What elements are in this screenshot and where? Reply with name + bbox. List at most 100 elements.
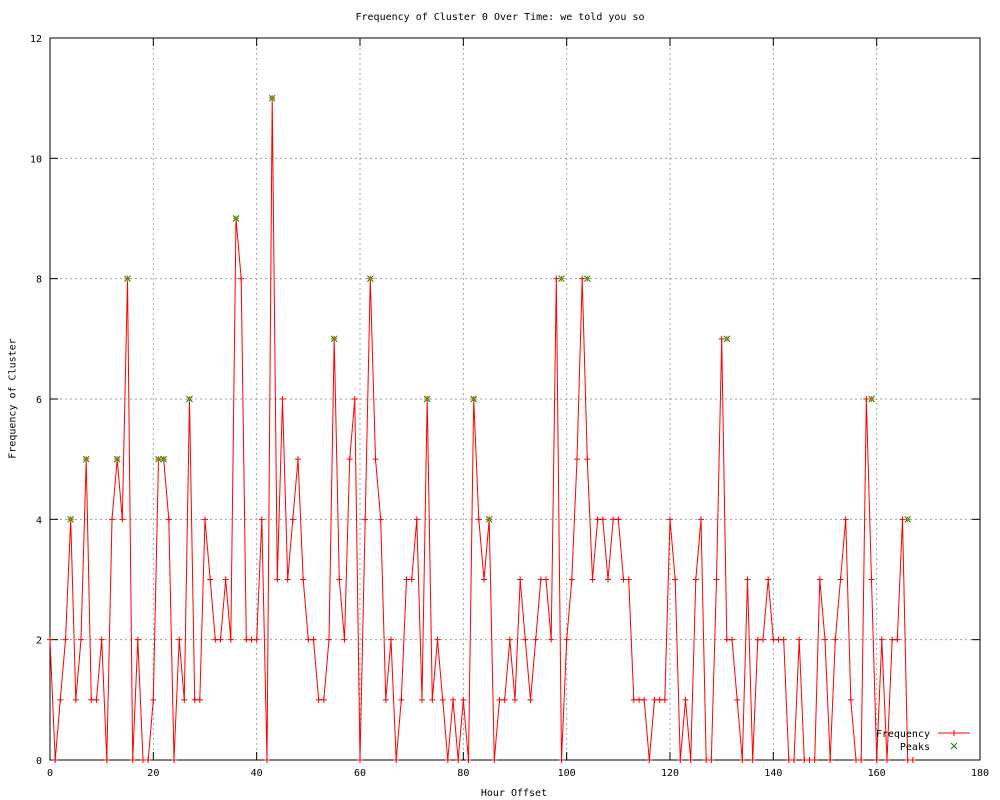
frequency-point (625, 576, 632, 583)
y-tick-label: 2 (36, 636, 42, 647)
frequency-point (630, 696, 637, 703)
peak-point-overlay (868, 396, 875, 402)
peak-point-overlay (114, 456, 121, 463)
frequency-point (884, 757, 890, 763)
frequency-point (506, 636, 513, 643)
frequency-point (785, 757, 792, 763)
frequency-point (527, 696, 534, 703)
legend-marker-frequency (951, 730, 957, 736)
frequency-point (429, 696, 436, 703)
y-tick-label: 12 (30, 34, 42, 45)
frequency-point (811, 757, 818, 763)
frequency-point (734, 696, 741, 703)
peaks-series (67, 94, 912, 523)
frequency-point (382, 696, 389, 703)
frequency-point (744, 576, 751, 583)
frequency-point (274, 576, 281, 583)
frequency-point (72, 696, 79, 703)
y-tick-label: 6 (36, 395, 42, 406)
frequency-point (563, 636, 570, 643)
frequency-point (579, 275, 586, 282)
x-tick-label: 120 (661, 768, 679, 779)
frequency-point (816, 576, 823, 583)
frequency-point (357, 757, 363, 763)
frequency-point (842, 516, 849, 523)
frequency-point (165, 516, 172, 523)
y-tick-label: 4 (36, 515, 42, 526)
frequency-point (119, 516, 126, 523)
x-tick-label: 100 (558, 768, 576, 779)
peak-point-overlay (723, 335, 730, 342)
frequency-point (806, 757, 813, 763)
x-tick-label: 60 (354, 768, 366, 779)
legend-label-frequency: Frequency (876, 729, 930, 740)
frequency-point (475, 516, 482, 523)
frequency-point (212, 636, 219, 643)
frequency-point (300, 576, 307, 583)
frequency-point (584, 456, 591, 463)
frequency-point (620, 576, 627, 583)
peak-point-overlay (584, 275, 591, 282)
frequency-point (62, 636, 69, 643)
frequency-point (346, 456, 353, 463)
frequency-point (765, 576, 772, 583)
frequency-point (315, 696, 322, 703)
frequency-point (481, 576, 487, 583)
frequency-point (181, 696, 188, 703)
frequency-point (243, 636, 250, 643)
frequency-point (129, 757, 136, 763)
frequency-point (837, 576, 844, 583)
legend: Frequency Peaks (876, 729, 970, 753)
frequency-point (341, 636, 348, 643)
frequency-point (682, 696, 689, 703)
frequency-point (594, 516, 601, 523)
frequency-point (103, 757, 110, 763)
frequency-point (543, 576, 549, 583)
frequency-point (822, 636, 828, 643)
frequency-point (646, 757, 653, 763)
frequency-point (589, 576, 596, 583)
frequency-point (677, 757, 684, 763)
frequency-point (718, 335, 725, 342)
frequency-point (372, 456, 379, 463)
frequency-point (238, 275, 245, 282)
frequency-point (754, 636, 761, 643)
y-tick-label: 10 (30, 154, 42, 165)
frequency-point (408, 576, 415, 583)
frequency-point (703, 757, 710, 763)
frequency-point (894, 636, 901, 643)
frequency-point (775, 636, 782, 643)
frequency-point (672, 576, 679, 583)
frequency-point (326, 636, 332, 643)
x-tick-label: 40 (251, 768, 263, 779)
frequency-point (780, 636, 787, 643)
y-axis-label: Frequency of Cluster (7, 338, 19, 459)
peak-point-overlay (155, 456, 162, 463)
frequency-point (749, 757, 756, 763)
peak-point-overlay (186, 396, 193, 402)
frequency-point (641, 696, 648, 703)
peak-point-overlay (904, 516, 911, 523)
frequency-point (760, 636, 766, 643)
frequency-point (227, 636, 234, 643)
frequency-point (491, 757, 498, 763)
y-tick-label: 0 (36, 756, 42, 767)
frequency-point (393, 757, 400, 763)
frequency-point (853, 757, 859, 763)
frequency-point (537, 576, 544, 583)
frequency-point (305, 636, 312, 643)
frequency-point (610, 516, 617, 523)
frequency-point (708, 757, 715, 763)
frequency-point (636, 696, 642, 703)
frequency-point (739, 757, 746, 763)
peak-point-overlay (83, 456, 90, 463)
frequency-point (568, 576, 575, 583)
frequency-point (377, 516, 384, 523)
frequency-series (47, 95, 916, 763)
frequency-point (460, 696, 467, 703)
frequency-point (419, 696, 425, 703)
frequency-point (667, 516, 673, 523)
frequency-point (698, 516, 704, 523)
frequency-point (496, 696, 503, 703)
